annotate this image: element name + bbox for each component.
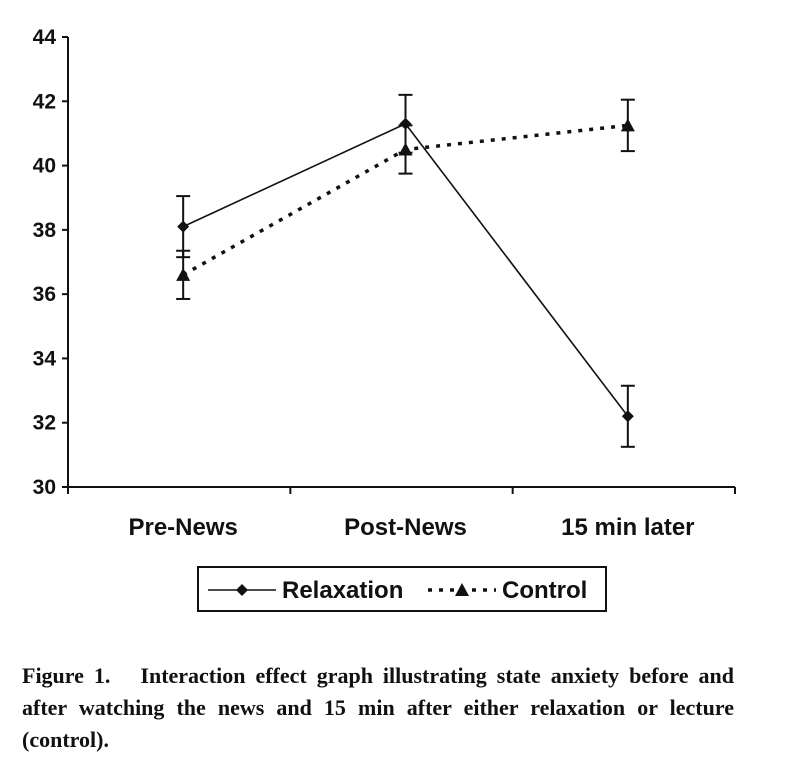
legend-label-control: Control xyxy=(502,577,587,604)
y-tick-label: 42 xyxy=(33,90,56,113)
data-point-relaxation xyxy=(399,117,412,130)
y-tick-label: 34 xyxy=(33,347,57,370)
y-tick-label: 36 xyxy=(33,283,56,306)
data-point-control xyxy=(176,267,191,281)
y-tick-label: 30 xyxy=(33,476,56,499)
data-point-relaxation xyxy=(177,220,190,233)
caption-text: Interaction effect graph illustrating st… xyxy=(22,663,735,752)
x-tick-label: 15 min later xyxy=(561,514,694,541)
data-point-control xyxy=(398,142,413,156)
x-tick-label: Post-News xyxy=(344,514,467,541)
legend-marker-relaxation xyxy=(236,584,248,596)
y-tick-label: 44 xyxy=(33,26,57,49)
y-tick-label: 32 xyxy=(33,412,56,435)
legend-label-relaxation: Relaxation xyxy=(282,577,403,604)
x-tick-label: Pre-News xyxy=(128,514,237,541)
figure-caption: Figure 1. Interaction effect graph illust… xyxy=(22,660,734,756)
data-point-control xyxy=(620,118,635,132)
line-chart: 30 32 34 36 38 40 42 44 Pre-News Post-News 15 min … xyxy=(33,26,736,612)
caption-label: Figure 1. xyxy=(22,663,111,688)
legend-marker-control xyxy=(455,583,469,596)
legend-box xyxy=(197,566,607,612)
data-point-relaxation xyxy=(621,410,634,423)
y-tick-label: 40 xyxy=(33,155,56,178)
y-tick-label: 38 xyxy=(33,219,57,242)
